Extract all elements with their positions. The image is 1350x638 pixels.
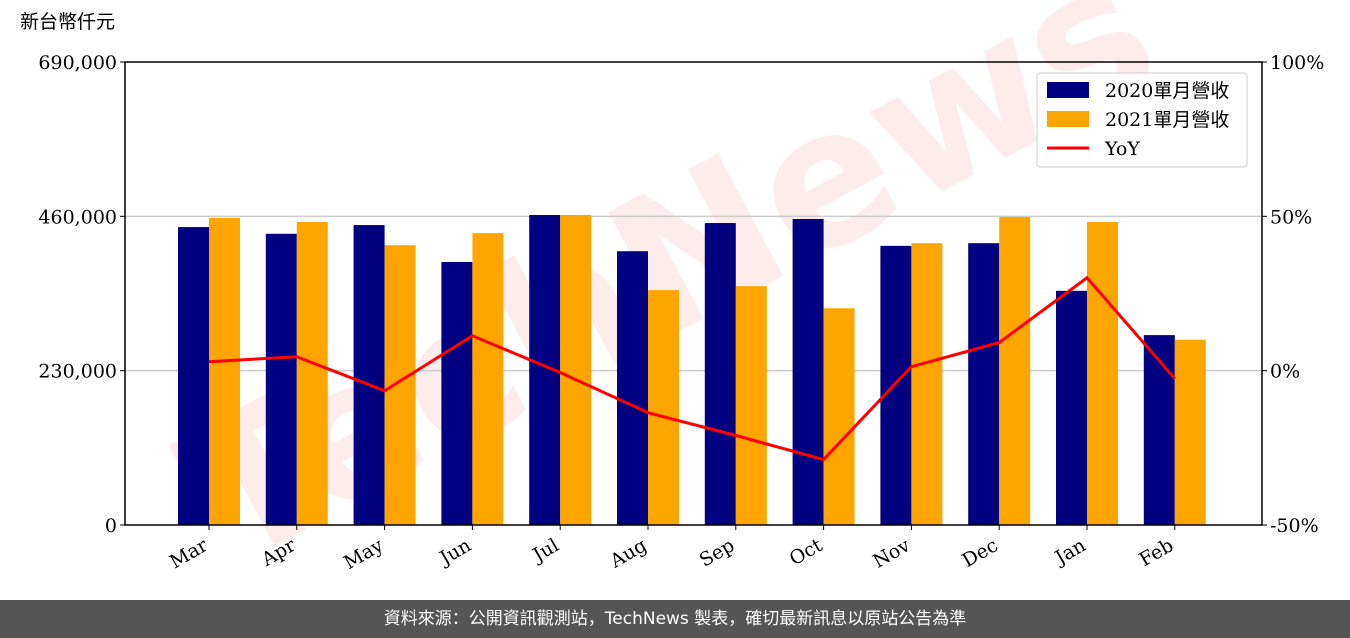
x-tick-label: Sep: [696, 534, 739, 571]
bar: [178, 227, 209, 525]
x-tick-label: Jan: [1050, 534, 1090, 570]
bar: [704, 223, 736, 526]
bar: [792, 219, 824, 525]
legend-label: 2020單月營收: [1105, 80, 1229, 102]
y-tick-label: 230,000: [38, 361, 117, 383]
footer: 資料來源：公開資訊觀測站，TechNews 製表，確切最新訊息以原站公告為準: [0, 600, 1350, 638]
bar: [968, 243, 1000, 525]
bar: [353, 225, 385, 525]
bar: [911, 243, 943, 525]
y-tick-label: 460,000: [38, 206, 117, 228]
y2-tick-label: 50%: [1270, 206, 1312, 228]
bar: [1056, 290, 1087, 525]
line: [208, 275, 1176, 462]
y-axis-label: 新台幣仟元: [20, 11, 115, 33]
bar: [999, 217, 1031, 526]
legend-swatch: [1047, 111, 1089, 127]
bar: [560, 214, 592, 525]
x-tick-label: Aug: [606, 534, 651, 573]
bar: [209, 218, 240, 525]
legend-label: YoY: [1104, 138, 1140, 160]
bar: [296, 222, 328, 525]
y2-tick-label: -50%: [1270, 515, 1319, 537]
chart: 新台幣仟元 TechNews 0230,000460,000690,000-50…: [20, 0, 1324, 608]
legend-label: 2021單月營收: [1105, 109, 1229, 131]
x-tick-label: Dec: [959, 534, 1002, 572]
bar: [880, 245, 912, 525]
x-tick-label: Mar: [166, 534, 212, 573]
bar: [1143, 335, 1175, 525]
bar: [265, 233, 297, 525]
y-tick-label: 690,000: [38, 52, 117, 74]
bar: [617, 251, 648, 526]
y-tick-label: 0: [105, 515, 117, 537]
y2-tick-label: 0%: [1270, 361, 1300, 383]
bar: [1087, 222, 1118, 525]
bar: [1174, 339, 1206, 525]
bar: [441, 261, 473, 525]
plot-frame: [124, 61, 1263, 526]
x-tick-label: Nov: [869, 534, 914, 573]
bar: [384, 245, 416, 525]
bar: [823, 308, 855, 525]
y2-tick-label: 100%: [1270, 52, 1324, 74]
bar: [735, 286, 767, 525]
x-tick-label: Oct: [786, 534, 827, 570]
legend-box: [1036, 72, 1248, 168]
x-tick-label: Jul: [528, 534, 563, 567]
x-tick-label: Jun: [434, 534, 475, 570]
bar: [648, 290, 679, 525]
x-tick-label: Feb: [1136, 534, 1178, 571]
legend-swatch: [1047, 82, 1089, 98]
bar: [472, 233, 504, 525]
